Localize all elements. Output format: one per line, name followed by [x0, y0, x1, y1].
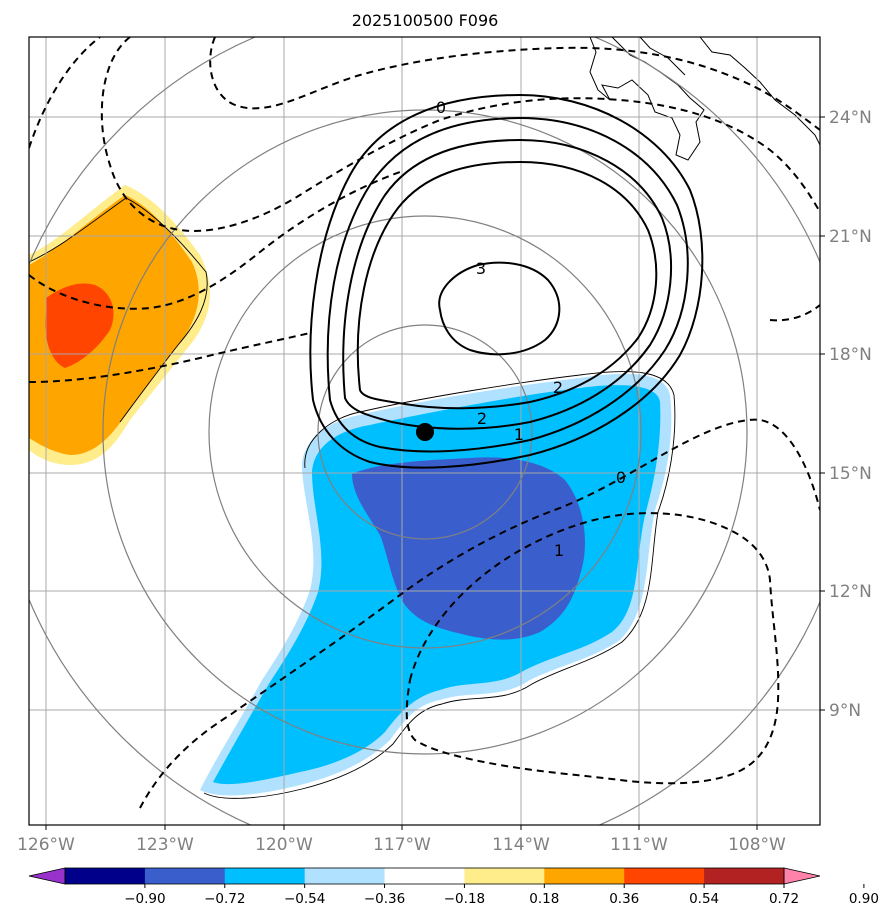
contour-label: 2 — [553, 378, 563, 397]
colorbar-segment — [144, 868, 226, 884]
colorbar-segment — [384, 868, 465, 884]
colorbar-tick-label: −0.54 — [284, 891, 325, 907]
colorbar-segments — [28, 867, 821, 885]
lon-label: 117°W — [373, 835, 431, 855]
lon-label: 126°W — [17, 835, 75, 855]
contour-line — [405, 512, 780, 785]
lat-label: 24°N — [829, 108, 872, 128]
colorbar-segment — [65, 868, 146, 884]
lon-label: 108°W — [728, 835, 786, 855]
contour-line — [342, 138, 672, 430]
axis-ticks — [45, 116, 825, 830]
colorbar-ticks: −0.90 −0.72 −0.54 −0.36 −0.18 0.18 0.36 0.54 0.7… — [124, 884, 879, 907]
lat-label: 21°N — [829, 227, 872, 247]
negative-shading-dark — [352, 457, 585, 640]
storm-center-marker — [416, 423, 434, 441]
colorbar-segment — [544, 868, 625, 884]
colorbar-tick-label: 0.36 — [609, 891, 639, 907]
contour-line — [139, 418, 820, 809]
negative-contours — [29, 37, 820, 809]
colorbar-segment — [624, 868, 705, 884]
colorbar-tick-label: 0.54 — [689, 891, 719, 907]
colorbar-tick-label: −0.72 — [204, 891, 245, 907]
colorbar-tick-label: 0.72 — [769, 891, 799, 907]
contour-line — [29, 171, 401, 310]
contour-labels: 0 3 2 2 1 0 1 — [436, 98, 626, 560]
map-frame — [28, 36, 821, 826]
lat-label: 18°N — [829, 345, 872, 365]
colorbar-extend-min — [28, 867, 66, 885]
range-ring — [208, 215, 642, 649]
contour-line — [29, 37, 101, 149]
colorbar-segment — [224, 868, 306, 884]
lat-label: 12°N — [829, 582, 872, 602]
contour-line — [769, 304, 820, 322]
colorbar-segment — [304, 868, 386, 884]
colorbar-tick-label: 0.90 — [849, 891, 879, 907]
colorbar-outline — [64, 867, 785, 885]
latitude-labels: 24°N 21°N 18°N 15°N 12°N 9°N — [829, 108, 872, 721]
lon-label: 111°W — [610, 835, 668, 855]
colorbar: −0.90 −0.72 −0.54 −0.36 −0.18 0.18 0.36 0.54 0.7… — [28, 867, 879, 907]
colorbar-segment — [704, 868, 785, 884]
shaded-field — [29, 185, 676, 799]
contour-line — [209, 37, 820, 131]
contour-label: 0 — [616, 468, 626, 487]
colorbar-extend-max — [783, 867, 821, 885]
lon-label: 120°W — [255, 835, 313, 855]
positive-outline — [29, 197, 208, 423]
colorbar-tick-label: −0.18 — [444, 891, 485, 907]
contour-line — [438, 261, 561, 356]
lon-label: 114°W — [492, 835, 550, 855]
lat-label: 9°N — [829, 701, 861, 721]
contour-label: 3 — [476, 259, 486, 278]
graticule — [29, 37, 820, 825]
contour-line — [309, 93, 704, 469]
contour-label: 1 — [554, 541, 564, 560]
figure-title: 2025100500 F096 — [352, 11, 499, 30]
colorbar-tick-label: 0.18 — [529, 891, 559, 907]
contour-line — [326, 116, 689, 453]
range-ring — [317, 324, 533, 540]
contour-label: 1 — [514, 425, 524, 444]
contour-label: 2 — [477, 409, 487, 428]
positive-shading-mid — [29, 195, 199, 455]
contour-line — [356, 160, 658, 410]
colorbar-tick-label: −0.36 — [364, 891, 405, 907]
colorbar-tick-label: −0.90 — [124, 891, 165, 907]
lon-label: 123°W — [136, 835, 194, 855]
colorbar-segment — [464, 868, 545, 884]
lat-label: 15°N — [829, 464, 872, 484]
contour-label: 0 — [436, 98, 446, 117]
positive-contours — [309, 93, 704, 469]
longitude-labels: 126°W 123°W 120°W 117°W 114°W 111°W 108°… — [17, 835, 786, 855]
map-area: 0 3 2 2 1 0 1 — [29, 37, 820, 825]
